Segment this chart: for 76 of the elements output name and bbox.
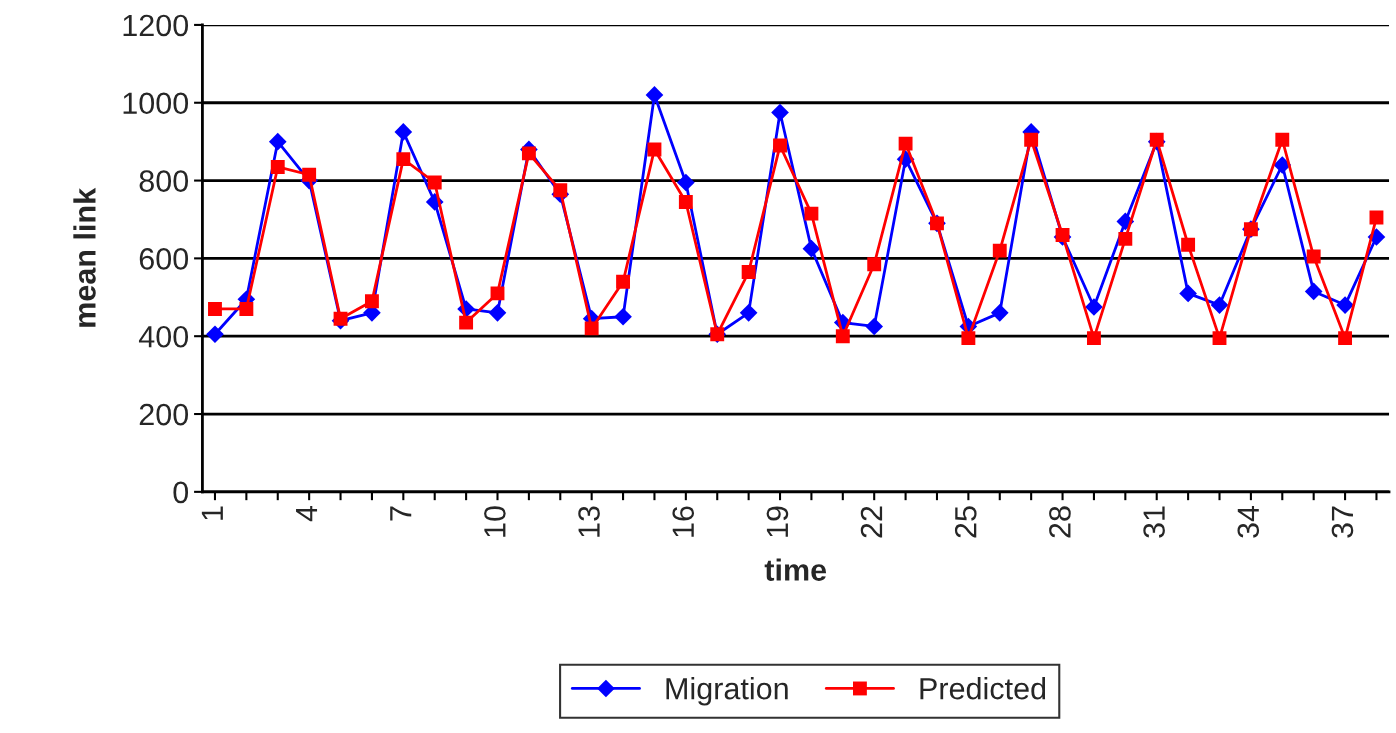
x-tick-label: 34 (1237, 505, 1260, 538)
point (333, 311, 348, 326)
point (302, 167, 317, 182)
legend-label: Predicted (920, 677, 1046, 700)
point (802, 239, 821, 258)
point (208, 302, 222, 316)
x-tick-label: 19 (766, 506, 789, 537)
point (1273, 156, 1292, 174)
point (867, 257, 882, 272)
x-tick-label: 22 (860, 506, 883, 538)
point (647, 142, 662, 157)
legend-label: Migration (666, 677, 788, 706)
x-tick-label: 1 (201, 506, 223, 520)
point (771, 103, 789, 122)
point (678, 195, 693, 209)
point (616, 274, 631, 289)
point (270, 160, 285, 174)
point (1275, 132, 1290, 147)
point (427, 175, 442, 190)
y-tick-label: 200 (139, 403, 189, 426)
y-tick-label: 1000 (123, 92, 189, 115)
point (206, 325, 224, 344)
point (614, 307, 632, 326)
point (645, 86, 664, 104)
point (1210, 296, 1229, 314)
x-tick-label: 31 (1143, 506, 1165, 538)
x-tick-label: 25 (954, 506, 977, 538)
point (1338, 331, 1353, 346)
point (521, 146, 536, 161)
y-tick-label: 1200 (123, 14, 189, 37)
point (992, 243, 1007, 258)
point (459, 315, 474, 330)
x-tick-label: 10 (484, 506, 506, 537)
point (364, 294, 379, 309)
point (961, 331, 976, 346)
x-tick-label: 13 (578, 506, 600, 537)
point (1024, 132, 1039, 147)
y-tick-label: 0 (173, 481, 189, 504)
y-tick-label: 600 (139, 248, 189, 270)
point (865, 317, 884, 336)
point (239, 302, 254, 316)
point (898, 136, 913, 151)
point (1179, 284, 1197, 303)
point (835, 329, 850, 344)
point (553, 183, 568, 198)
point (739, 304, 758, 322)
point (1181, 237, 1196, 252)
point (584, 321, 599, 336)
y-axis-title: mean link (73, 187, 96, 327)
point (394, 123, 413, 141)
x-tick-label: 16 (672, 506, 695, 537)
x-tick-label: 7 (390, 506, 412, 521)
y-tick-label: 800 (139, 170, 189, 192)
x-tick-label: 37 (1331, 506, 1354, 538)
point (1336, 296, 1354, 314)
x-tick-label: 28 (1049, 506, 1071, 538)
point (1304, 282, 1323, 301)
point (490, 286, 505, 301)
point (396, 152, 411, 167)
point (1085, 298, 1103, 316)
point (1086, 331, 1101, 346)
point (488, 304, 507, 322)
x-axis-title: time (764, 558, 827, 581)
point (268, 132, 287, 151)
point (677, 173, 695, 192)
point (1149, 132, 1164, 147)
point (804, 206, 819, 221)
x-tick-label: 4 (296, 505, 318, 522)
point (1055, 228, 1070, 242)
point (1306, 249, 1321, 264)
y-tick-label: 400 (138, 325, 189, 348)
point (990, 304, 1009, 322)
point (773, 138, 787, 153)
point (1212, 331, 1227, 346)
point (1118, 231, 1133, 246)
point (741, 265, 756, 279)
